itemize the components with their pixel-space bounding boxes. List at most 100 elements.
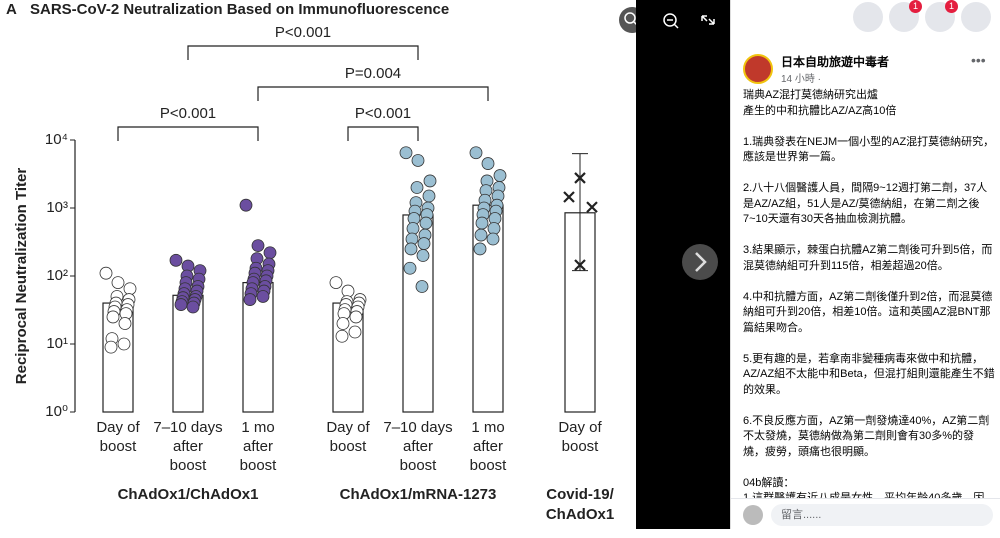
data-point (243, 293, 257, 306)
data-point (99, 266, 113, 280)
data-point (239, 198, 253, 212)
y-tick-label: 10⁴ (45, 131, 68, 148)
y-tick-label: 10¹ (46, 335, 68, 352)
post-text: 瑞典AZ混打莫德納研究出爐 產生的中和抗體比AZ/AZ高10倍 1.瑞典發表在NE… (743, 88, 995, 538)
fullscreen[interactable] (701, 15, 715, 25)
panel-label: A (6, 1, 17, 18)
data-point (117, 337, 131, 351)
x-tick-label: boost (400, 457, 438, 474)
author-avatar[interactable] (743, 54, 773, 84)
data-point (422, 189, 436, 203)
x-tick-label: boost (330, 438, 368, 455)
post-time[interactable]: 14 小時 · (781, 74, 822, 85)
data-point (475, 216, 489, 230)
account-button[interactable] (961, 2, 991, 32)
data-point (174, 298, 188, 311)
comparison-label: P=0.004 (345, 65, 401, 82)
x-tick-label: boost (100, 438, 138, 455)
comparison-label: P<0.001 (160, 105, 216, 122)
comparison-label: P<0.001 (355, 105, 411, 122)
post-paragraph: 2.八十八個醫護人員，間隔9~12週打第二劑，37人是AZ/AZ組，51人是AZ… (743, 182, 988, 225)
x-tick-label: 1 mo (241, 419, 274, 436)
data-point (415, 280, 429, 293)
menu-button[interactable] (853, 2, 883, 32)
data-point (493, 169, 507, 182)
data-point (106, 310, 120, 324)
messenger-button[interactable]: 1 (889, 0, 922, 32)
data-point (481, 157, 495, 170)
data-point (111, 276, 125, 289)
data-point (118, 317, 132, 330)
x-tick-label: Day of (558, 419, 602, 436)
y-tick-label: 10² (46, 267, 68, 284)
data-point (186, 300, 200, 314)
x-marker (574, 259, 586, 271)
x-marker (586, 201, 598, 213)
post-paragraph: 6.不良反應方面，AZ第一劑發燒達40%，AZ第二劑不太發燒，莫德納做為第二劑則… (743, 414, 990, 458)
comparison-bracket (117, 126, 259, 141)
x-tick-label: after (473, 438, 503, 455)
notifications-button[interactable]: 1 (925, 0, 958, 32)
data-point (263, 246, 277, 260)
data-point (341, 284, 355, 298)
data-point (487, 222, 501, 235)
author-name[interactable]: 日本自助旅遊中毒者 (781, 55, 890, 69)
x-tick-label: boost (562, 438, 600, 455)
data-point (419, 216, 433, 230)
x-tick-label: 7–10 days (153, 419, 222, 436)
data-point (169, 253, 183, 267)
x-tick-label: 7–10 days (383, 419, 452, 436)
y-tick-label: 10⁰ (45, 403, 68, 420)
group-label: ChAdOx1 (546, 506, 614, 523)
x-marker (574, 172, 586, 184)
zoom-in[interactable] (619, 7, 636, 33)
data-point (123, 282, 137, 296)
data-point (486, 232, 500, 246)
more-options[interactable]: ••• (971, 52, 986, 68)
data-point (417, 237, 431, 250)
badge: 1 (945, 0, 958, 13)
post-paragraph: 瑞典AZ混打莫德納研究出爐 產生的中和抗體比AZ/AZ高10倍 (743, 89, 897, 117)
data-point (411, 154, 425, 167)
bar (172, 294, 204, 413)
user-avatar (743, 505, 763, 525)
data-point (404, 242, 418, 256)
data-point (348, 325, 362, 339)
x-tick-label: boost (470, 457, 508, 474)
photo-chart: A SARS-CoV-2 Neutralization Based on Imm… (0, 0, 636, 529)
x-tick-label: Day of (326, 419, 370, 436)
zoom-out[interactable] (663, 13, 679, 29)
group-label: ChAdOx1/mRNA-1273 (340, 486, 497, 503)
data-point (349, 310, 363, 324)
next-photo[interactable] (682, 244, 718, 280)
x-tick-label: after (243, 438, 273, 455)
data-point (416, 249, 430, 262)
post-paragraph: 4.中和抗體方面，AZ第二劑後僅升到2倍，而混莫德納組可升到20倍，相差10倍。… (743, 290, 993, 334)
data-point (410, 181, 424, 194)
post-paragraph: 1.瑞典發表在NEJM一個小型的AZ混打莫德納研究，應該是世界第一篇。 (743, 135, 995, 164)
data-point (474, 228, 488, 242)
comparison-bracket (257, 86, 489, 101)
viewer-backdrop (636, 0, 730, 529)
post-paragraph: 3.結果顯示，棘蛋白抗體AZ第二劑後可升到5倍，而混莫德納組可升到115倍，相差… (743, 244, 993, 272)
group-label: ChAdOx1/ChAdOx1 (118, 486, 259, 503)
data-point (399, 146, 413, 160)
post-panel: 1 1 日本自助旅遊中毒者 14 小時 · ••• 瑞典AZ混打莫德納研究出爐 … (730, 0, 1000, 530)
x-tick-label: after (403, 438, 433, 455)
x-tick-label: Day of (96, 419, 140, 436)
data-point (256, 290, 270, 303)
comment-input[interactable]: 留言...... (771, 504, 993, 526)
photo-bg (0, 0, 636, 529)
data-point (104, 340, 118, 354)
data-point (335, 329, 349, 343)
x-marker (563, 191, 575, 203)
comparison-label: P<0.001 (275, 24, 331, 41)
data-point (251, 239, 265, 252)
x-tick-label: after (173, 438, 203, 455)
chart-title: SARS-CoV-2 Neutralization Based on Immun… (30, 1, 449, 18)
data-point (469, 146, 483, 160)
data-point (336, 317, 350, 330)
comparison-bracket (347, 126, 419, 141)
viewer-controls (663, 13, 718, 280)
group-label: Covid-19/ (546, 486, 614, 503)
